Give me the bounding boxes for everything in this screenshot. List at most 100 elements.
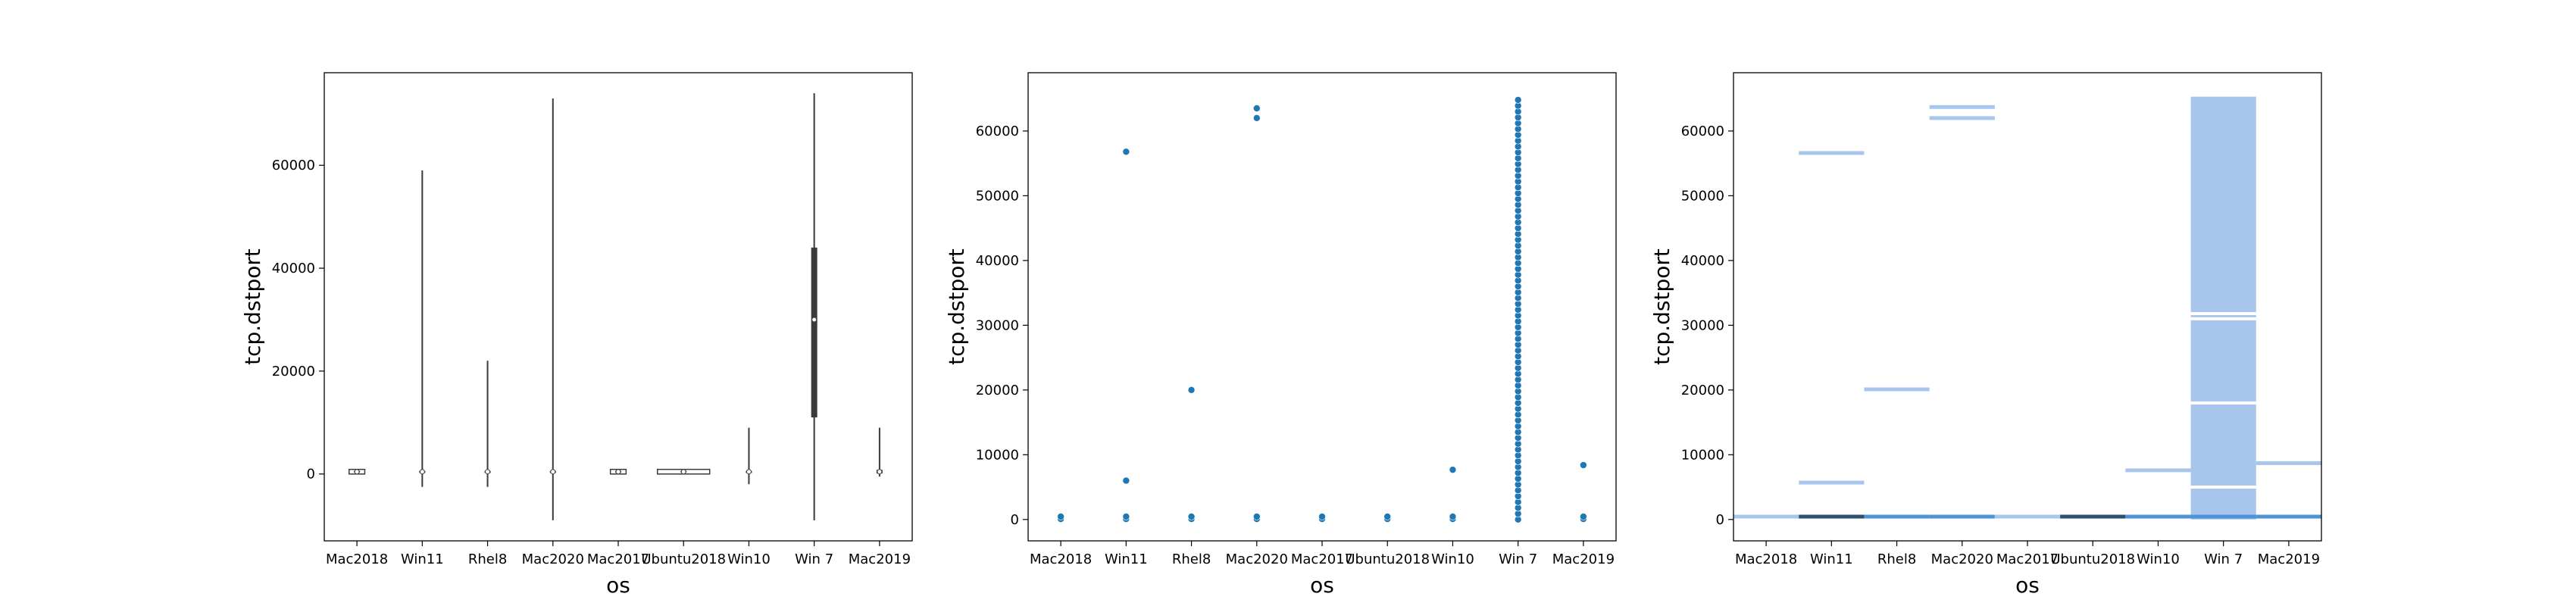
scatter-series-win10 xyxy=(1449,466,1457,523)
y-tick-label: 10000 xyxy=(1681,447,1724,463)
violin-win-7 xyxy=(811,93,818,520)
violin-median xyxy=(877,469,883,475)
violin-median xyxy=(419,469,425,475)
x-tick-label-mac2020: Mac2020 xyxy=(1931,551,1993,567)
histogram-bar-rhel8 xyxy=(1864,514,1930,519)
histogram-bar-win10 xyxy=(2125,514,2191,519)
y-tick-label: 40000 xyxy=(1681,253,1724,269)
y-tick-label: 30000 xyxy=(1681,317,1724,333)
scatter-point xyxy=(1122,476,1130,485)
scatter-x-axis-label: os xyxy=(1310,573,1334,598)
y-tick-label: 30000 xyxy=(976,317,1019,333)
scatter-point xyxy=(1252,105,1261,112)
y-tick-label: 0 xyxy=(1011,512,1019,528)
x-tick-label-win11: Win11 xyxy=(1105,551,1148,567)
y-tick-label: 40000 xyxy=(272,261,315,276)
y-tick-label: 10000 xyxy=(976,447,1019,463)
violin-ubuntu2018 xyxy=(656,468,711,475)
x-tick-label-ubuntu2018: Ubuntu2018 xyxy=(1345,551,1430,567)
histogram-bar-mac2019 xyxy=(2256,514,2321,519)
histogram-x-axis-label: os xyxy=(2015,573,2040,598)
violin-mac2020 xyxy=(549,98,556,520)
x-tick-label-mac2018: Mac2018 xyxy=(1030,551,1092,567)
violin-x-ticks: Mac2018 Win11 Rhel8 Mac2020 Mac2017Ubuntu201… xyxy=(326,541,911,567)
x-tick-label-ubuntu2018: Ubuntu2018 xyxy=(641,551,726,567)
y-tick-label: 20000 xyxy=(272,364,315,380)
y-tick-label: 0 xyxy=(307,467,315,483)
violin-y-ticks: 0 20000 40000 60000 xyxy=(272,158,324,483)
violin-mac2019 xyxy=(876,427,883,477)
violin-win10 xyxy=(746,427,752,485)
histogram-full-column xyxy=(2190,96,2256,520)
x-tick-label-mac2019: Mac2019 xyxy=(2258,551,2320,567)
scatter-series-ubuntu2018 xyxy=(1383,513,1392,523)
x-tick-label-win11: Win11 xyxy=(1810,551,1853,567)
scatter-series-mac2017 xyxy=(1318,513,1326,523)
histogram-bar-win-7 xyxy=(2190,514,2256,519)
violin-mac2018 xyxy=(349,468,366,475)
x-tick-label-mac2017: Mac2017 xyxy=(1996,551,2059,567)
x-tick-label-win10: Win10 xyxy=(727,551,771,567)
x-tick-label-mac2020: Mac2020 xyxy=(522,551,584,567)
scatter-series-mac2018 xyxy=(1057,513,1064,523)
y-tick-label: 60000 xyxy=(1681,123,1724,139)
violin-median xyxy=(615,469,621,475)
histogram-bar-win11 xyxy=(1799,514,1865,519)
scatter-series-rhel8 xyxy=(1187,386,1196,523)
histogram-gap-line xyxy=(2190,311,2256,315)
violin-median xyxy=(354,469,360,475)
histogram-bar-win11 xyxy=(1799,480,1865,485)
histogram-bar-mac2020 xyxy=(1929,514,1995,519)
scatter-point xyxy=(1383,513,1392,520)
x-tick-label-rhel8: Rhel8 xyxy=(468,551,507,567)
violin-axes-frame xyxy=(324,72,913,542)
violin-median xyxy=(485,469,491,475)
x-tick-label-rhel8: Rhel8 xyxy=(1877,551,1916,567)
y-tick-label: 50000 xyxy=(1681,188,1724,204)
violin-median xyxy=(680,469,686,475)
histogram-bar-mac2020 xyxy=(1929,116,1995,120)
violin-panel: 0 20000 40000 60000 Mac2018 Win11 Rhel8 Mac202… xyxy=(240,72,913,598)
scatter-x-ticks: Mac2018 Win11 Rhel8 Mac2020 Mac2017Ubuntu201… xyxy=(1030,541,1615,567)
violin-x-axis-label: os xyxy=(606,573,630,598)
histogram-bar-ubuntu2018 xyxy=(2060,514,2126,519)
histogram-bar-mac2019 xyxy=(2256,461,2321,465)
x-tick-label-mac2020: Mac2020 xyxy=(1226,551,1288,567)
violin-median xyxy=(811,317,818,323)
scatter-y-ticks: 0 10000 20000 30000 40000 50000 60000 xyxy=(976,123,1028,528)
scatter-point xyxy=(1580,513,1587,520)
x-tick-label-win11: Win11 xyxy=(401,551,444,567)
y-tick-label: 0 xyxy=(1716,512,1724,528)
scatter-point xyxy=(1449,466,1457,473)
histogram-bar-mac2020 xyxy=(1929,105,1995,109)
scatter-point xyxy=(1122,513,1130,520)
histogram-bar-rhel8 xyxy=(1864,387,1930,392)
scatter-series-win-7 xyxy=(1514,96,1522,523)
x-tick-label-rhel8: Rhel8 xyxy=(1172,551,1211,567)
scatter-panel: 0 10000 20000 30000 40000 50000 60000 Mac2018 W… xyxy=(944,72,1617,598)
histogram-column-win-7 xyxy=(2190,96,2256,520)
x-tick-label-mac2018: Mac2018 xyxy=(1735,551,1797,567)
scatter-series-mac2020 xyxy=(1252,105,1261,523)
violin-plot-area xyxy=(349,93,883,520)
x-tick-label-mac2018: Mac2018 xyxy=(326,551,388,567)
scatter-plot-area xyxy=(1057,96,1587,523)
violin-rhel8 xyxy=(484,361,491,487)
x-tick-label-win10: Win10 xyxy=(1431,551,1474,567)
histogram-panel: 0 10000 20000 30000 40000 50000 60000 Mac2018 W… xyxy=(1649,72,2322,598)
x-tick-label-mac2019: Mac2019 xyxy=(849,551,911,567)
violin-mac2017 xyxy=(609,468,627,475)
scatter-point xyxy=(1187,386,1196,394)
histogram-gap-line xyxy=(2190,486,2256,489)
x-tick-label-mac2017: Mac2017 xyxy=(587,551,649,567)
x-tick-label-win-7: Win 7 xyxy=(2204,551,2243,567)
y-tick-label: 20000 xyxy=(976,383,1019,398)
x-tick-label-mac2019: Mac2019 xyxy=(1552,551,1615,567)
violin-y-axis-label: tcp.dstport xyxy=(240,248,265,365)
scatter-point xyxy=(1318,513,1326,520)
x-tick-label-win-7: Win 7 xyxy=(795,551,833,567)
histogram-plot-area xyxy=(1733,96,2321,520)
scatter-point xyxy=(1449,513,1457,520)
scatter-point xyxy=(1057,513,1064,520)
